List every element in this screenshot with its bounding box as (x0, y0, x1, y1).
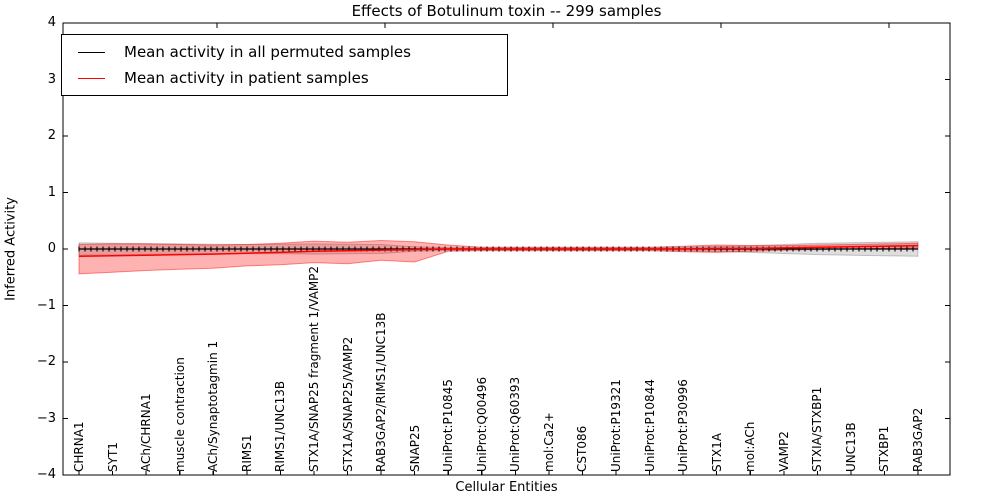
x-category-label: ACh/CHRNA1 (139, 393, 154, 472)
axis-ticks (63, 22, 950, 476)
x-category-label: RAB3GAP2 (911, 407, 925, 472)
x-category-label: UNC13B (843, 422, 858, 472)
x-category-label: SNAP25 (407, 424, 422, 472)
x-category-label: STXIA/STXBP1 (810, 386, 825, 472)
x-category-label: CST086 (575, 425, 590, 472)
x-category-label: UniProt:P30996 (676, 379, 691, 472)
x-category-label: ACh/Synaptotagmin 1 (206, 340, 221, 472)
x-category-label: CHRNA1 (72, 421, 86, 472)
patient-mean-line (78, 244, 919, 258)
x-category-label: UniProt:P10844 (642, 379, 657, 472)
y-tick-label: −3 (36, 411, 56, 426)
y-tick-label: 2 (47, 128, 56, 143)
x-category-label: VAMP2 (776, 431, 791, 472)
legend-line-swatch (78, 77, 105, 79)
y-tick-label: −1 (36, 298, 56, 313)
x-category-label: UniProt:P19321 (609, 379, 623, 472)
x-axis-label: Cellular Entities (455, 480, 558, 495)
legend: Mean activity in all permuted samples Mea… (61, 34, 508, 96)
x-category-label: UniProt:Q00496 (474, 376, 489, 472)
legend-entry-label: Mean activity in patient samples (124, 69, 369, 87)
legend-entry-label: Mean activity in all permuted samples (124, 43, 411, 61)
patient-samples-range (78, 239, 919, 275)
x-category-label: STX1A/SNAP25/VAMP2 (340, 336, 355, 472)
y-tick-label: 0 (47, 241, 56, 256)
y-tick-label: −4 (36, 467, 56, 482)
y-tick-label: −2 (36, 354, 56, 369)
x-category-label: UniProt:P10845 (441, 379, 456, 472)
x-category-label: SYT1 (105, 442, 120, 472)
x-category-label: RAB3GAP2/RIMS1/UNC13B (374, 312, 388, 472)
x-category-label: muscle contraction (172, 357, 187, 472)
y-tick-label: 4 (47, 15, 56, 30)
legend-entry: Mean activity in all permuted samples (62, 43, 507, 61)
legend-line-swatch (78, 51, 105, 53)
x-category-label: UniProt:Q60393 (508, 376, 523, 472)
y-tick-label: 3 (47, 72, 56, 87)
x-category-label: STX1A (709, 432, 724, 472)
x-category-label: RIMS1 (239, 434, 254, 472)
chart-title: Effects of Botulinum toxin -- 299 sample… (351, 2, 662, 20)
x-category-label: mol:ACh (743, 421, 758, 472)
x-category-label: STX1A/SNAP25 fragment 1/VAMP2 (306, 265, 321, 472)
legend-entry: Mean activity in patient samples (62, 69, 507, 87)
x-category-label: RIMS1/UNC13B (273, 380, 288, 472)
y-tick-label: 1 (47, 185, 56, 200)
x-category-label: STXBP1 (877, 425, 892, 472)
x-category-label: mol:Ca2+ (541, 412, 556, 472)
